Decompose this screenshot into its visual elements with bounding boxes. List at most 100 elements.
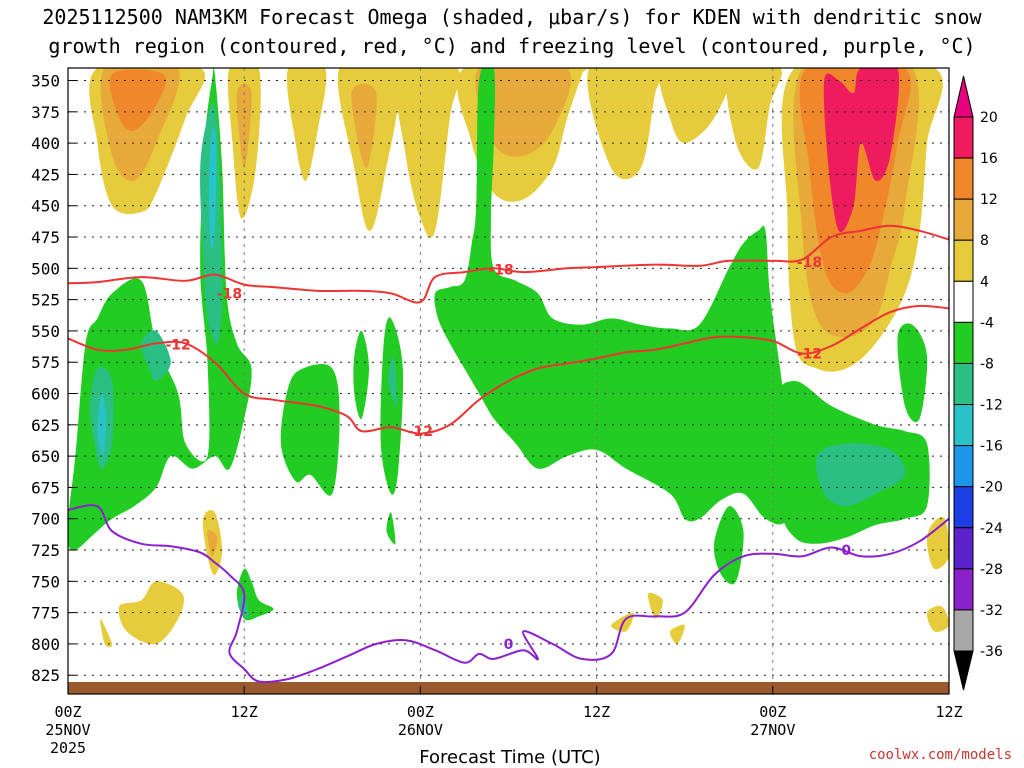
colorbar-swatch-6 xyxy=(953,362,974,406)
colorbar-swatch-9 xyxy=(953,486,974,529)
omega-region-36 xyxy=(386,512,396,545)
omega-shading xyxy=(68,68,949,648)
ytick-label-425: 425 xyxy=(31,165,60,184)
colorbar: 20 16 12 8 4 -4 -8 -12 -16 -20 -24 -28 -32 -36 xyxy=(953,75,1003,691)
colorbar-swatch-11 xyxy=(953,568,974,611)
x-axis-title: Forecast Time (UTC) xyxy=(419,747,600,768)
colorbar-label-7: -12 xyxy=(980,398,1003,414)
xtick-l1-60: 12Z xyxy=(935,703,962,721)
omega-region-30 xyxy=(280,363,340,496)
colorbar-swatch-8 xyxy=(953,445,974,488)
omega-region-25 xyxy=(669,624,685,644)
omega-region-44 xyxy=(208,127,217,248)
colorbar-label-10: -24 xyxy=(980,521,1003,537)
ytick-label-550: 550 xyxy=(31,322,60,341)
contour-label-7: 0 xyxy=(841,543,851,559)
colorbar-label-9: -20 xyxy=(980,480,1003,496)
omega-region-2 xyxy=(109,69,167,132)
ytick-label-750: 750 xyxy=(31,572,60,591)
omega-region-32 xyxy=(380,317,404,495)
colorbar-swatch-4 xyxy=(953,280,974,323)
terrain-band xyxy=(68,682,949,694)
omega-region-35 xyxy=(897,323,928,423)
omega-region-43 xyxy=(388,355,398,407)
colorbar-swatch-12 xyxy=(953,609,974,652)
contour-labels: -18 -18 -18 -12 -12 -12 0 0 xyxy=(165,255,851,653)
chart-title-line1: 2025112500 NAM3KM Forecast Omega (shaded… xyxy=(42,5,982,29)
y-axis: 350 375 400 425 450 475 500 525 550 575 600 625 650 6… xyxy=(31,72,76,685)
ytick-label-575: 575 xyxy=(31,353,60,372)
colorbar-swatch-2 xyxy=(953,198,974,241)
contour-label-1: -18 xyxy=(489,263,514,279)
ytick-label-800: 800 xyxy=(31,635,60,654)
xtick-l2-48: 27NOV xyxy=(750,721,795,739)
ytick-label-600: 600 xyxy=(31,385,60,404)
xtick-l1-24: 00Z xyxy=(407,703,434,721)
colorbar-label-11: -28 xyxy=(980,562,1003,578)
colorbar-swatch-10 xyxy=(953,527,974,570)
colorbar-bottom-triangle xyxy=(953,650,974,691)
colorbar-swatch-5 xyxy=(953,321,974,364)
ytick-label-650: 650 xyxy=(31,447,60,466)
omega-region-10 xyxy=(475,68,572,157)
ytick-label-350: 350 xyxy=(31,72,60,91)
colorbar-swatch-7 xyxy=(953,404,974,447)
colorbar-swatch-1 xyxy=(953,157,974,200)
ytick-label-675: 675 xyxy=(31,478,60,497)
ytick-label-525: 525 xyxy=(31,291,60,310)
omega-region-8 xyxy=(395,68,461,238)
omega-region-20 xyxy=(118,581,185,645)
colorbar-label-2: 12 xyxy=(980,192,998,208)
temperature-contours xyxy=(68,224,949,684)
ytick-label-700: 700 xyxy=(31,510,60,529)
colorbar-swatch-0 xyxy=(953,116,974,159)
xtick-l1-0: 00Z xyxy=(54,703,81,721)
omega-region-19 xyxy=(100,618,113,648)
xtick-l1-12: 12Z xyxy=(231,703,258,721)
omega-region-37 xyxy=(713,505,744,585)
ytick-label-725: 725 xyxy=(31,541,60,560)
contour-label-5: -12 xyxy=(797,346,822,362)
xtick-l2-0: 25NOV xyxy=(45,721,90,739)
chart-title-line2: growth region (contoured, red, °C) and f… xyxy=(48,34,975,58)
omega-region-22 xyxy=(207,530,218,557)
colorbar-label-3: 8 xyxy=(980,233,989,249)
contour-label-3: -12 xyxy=(165,338,190,354)
xtick-l1-48: 00Z xyxy=(759,703,786,721)
xtick-l1-36: 12Z xyxy=(583,703,610,721)
colorbar-label-5: -4 xyxy=(980,315,994,331)
omega-region-33 xyxy=(434,68,803,525)
contour-line-1 xyxy=(68,304,949,435)
xtick-l3-0: 2025 xyxy=(50,739,86,757)
contour-label-2: -18 xyxy=(797,255,822,271)
xtick-l2-24: 26NOV xyxy=(398,721,443,739)
omega-region-26 xyxy=(926,516,949,570)
contour-line-2 xyxy=(68,504,949,684)
colorbar-label-13: -36 xyxy=(980,644,1003,660)
credit-text: coolwx.com/models xyxy=(869,747,1012,763)
colorbar-label-12: -32 xyxy=(980,603,1003,619)
ytick-label-375: 375 xyxy=(31,103,60,122)
colorbar-label-8: -16 xyxy=(980,439,1003,455)
omega-region-31 xyxy=(353,330,369,420)
contour-label-6: 0 xyxy=(504,637,514,653)
contour-line-0 xyxy=(68,224,949,304)
omega-region-18 xyxy=(873,68,894,162)
contour-label-4: -12 xyxy=(408,424,433,440)
omega-region-24 xyxy=(647,592,663,619)
ytick-label-775: 775 xyxy=(31,604,60,623)
omega-region-7 xyxy=(351,83,377,169)
ytick-label-825: 825 xyxy=(31,666,60,685)
colorbar-label-4: 4 xyxy=(980,274,989,290)
omega-region-5 xyxy=(286,68,327,181)
omega-region-12 xyxy=(659,68,732,144)
plot-frame xyxy=(67,67,950,695)
omega-region-11 xyxy=(587,68,667,180)
ytick-label-625: 625 xyxy=(31,416,60,435)
ytick-label-400: 400 xyxy=(31,134,60,153)
colorbar-top-triangle xyxy=(953,75,974,118)
omega-region-41 xyxy=(815,443,906,507)
colorbar-swatch-3 xyxy=(953,239,974,282)
